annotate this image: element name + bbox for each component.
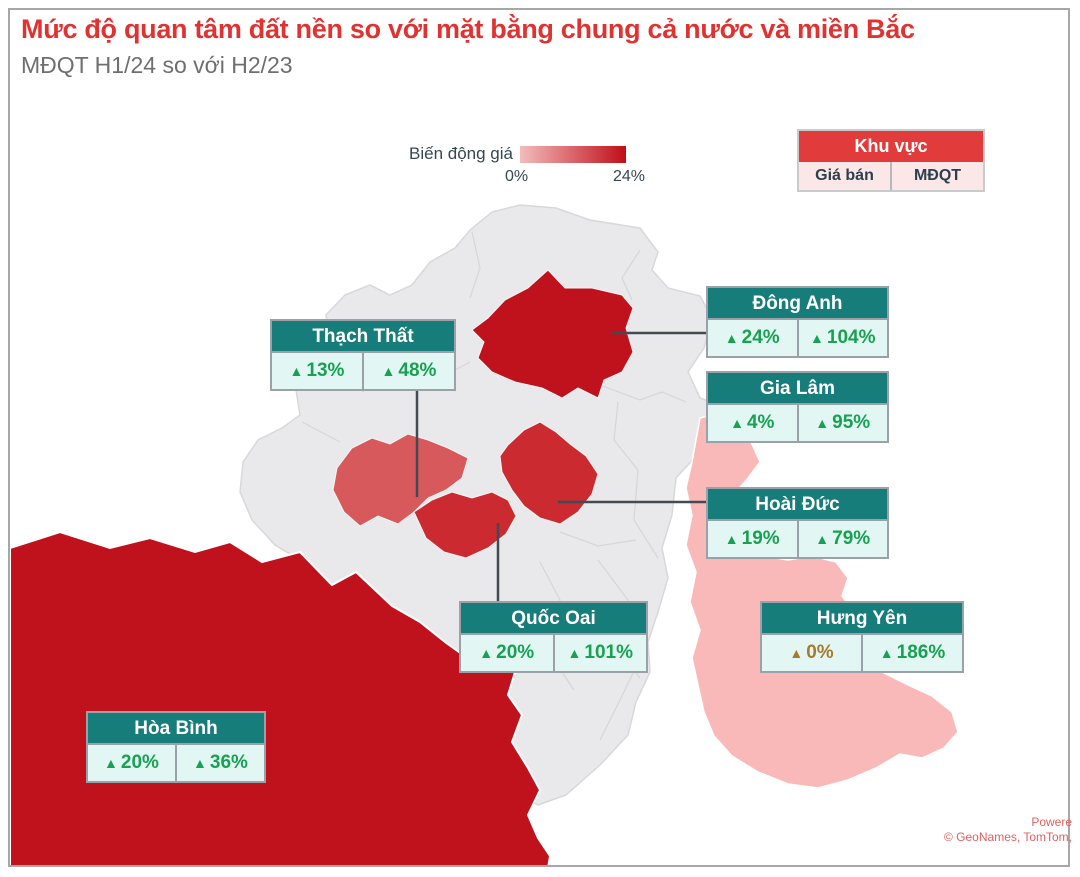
up-arrow-icon: ▲ (815, 531, 830, 547)
price-legend-max: 24% (612, 168, 645, 185)
mdqt-value: 104% (826, 327, 876, 348)
mdqt-cell: ▲ 104% (796, 320, 888, 356)
mdqt-cell: ▲ 36% (175, 745, 264, 781)
up-arrow-icon: ▲ (724, 531, 739, 547)
callout-region-name: Hoài Đức (708, 489, 887, 521)
mdqt-cell: ▲ 79% (796, 521, 888, 557)
gia-ban-cell: ▲ 13% (272, 353, 362, 389)
price-gradient-bar (520, 146, 626, 163)
gia-ban-value: 20% (496, 642, 535, 663)
mdqt-value: 186% (896, 642, 946, 663)
mdqt-value: 101% (584, 642, 633, 663)
mdqt-cell: ▲ 95% (796, 405, 888, 441)
callout-gia-lam: Gia Lâm ▲ 4% ▲ 95% (706, 371, 889, 443)
price-legend-min: 0% (505, 168, 529, 185)
gia-ban-cell: ▲ 19% (708, 521, 797, 557)
up-arrow-icon: ▲ (104, 755, 118, 771)
callout-region-name: Hưng Yên (762, 603, 962, 635)
up-arrow-icon: ▲ (810, 330, 824, 346)
map-region-dong-anh[interactable] (471, 269, 634, 399)
region-legend-col-mdqt: MĐQT (890, 162, 983, 190)
callout-quoc-oai: Quốc Oai ▲ 20% ▲ 101% (459, 601, 648, 673)
up-arrow-icon: ▲ (789, 645, 804, 661)
gia-ban-cell: ▲ 0% (762, 635, 861, 671)
region-legend-col-gia-ban: Giá bán (815, 167, 874, 184)
gia-ban-value: 4% (746, 412, 775, 433)
callout-hoa-binh: Hòa Bình ▲ 20% ▲ 36% (86, 711, 266, 783)
up-arrow-icon: ▲ (815, 415, 830, 431)
mdqt-cell: ▲ 48% (362, 353, 454, 389)
callout-region-name: Gia Lâm (708, 373, 887, 405)
callout-hung-yen: Hưng Yên ▲ 0% ▲ 186% (760, 601, 964, 673)
callout-region-name: Quốc Oai (461, 603, 646, 635)
price-legend-label: Biến động giá (409, 144, 513, 163)
map-region-thach-that[interactable] (332, 433, 469, 527)
callout-region-name: Hòa Bình (88, 713, 264, 745)
gia-ban-cell: ▲ 24% (708, 320, 797, 356)
gia-ban-cell: ▲ 20% (461, 635, 553, 671)
map-region-quoc-oai[interactable] (413, 491, 517, 559)
callout-hoai-duc: Hoài Đức ▲ 19% ▲ 79% (706, 487, 889, 559)
region-legend: Khu vực Giá bán MĐQT (797, 129, 985, 192)
gia-ban-cell: ▲ 4% (708, 405, 797, 441)
gia-ban-value: 24% (741, 327, 780, 348)
up-arrow-icon: ▲ (381, 363, 396, 379)
mdqt-cell: ▲ 186% (861, 635, 962, 671)
up-arrow-icon: ▲ (879, 645, 894, 661)
gia-ban-value: 0% (806, 642, 834, 663)
up-arrow-icon: ▲ (567, 645, 582, 661)
region-legend-title: Khu vực (799, 131, 983, 162)
mdqt-value: 95% (832, 412, 871, 433)
up-arrow-icon: ▲ (289, 363, 304, 379)
mdqt-value: 48% (398, 360, 437, 381)
up-arrow-icon: ▲ (730, 415, 744, 431)
mdqt-cell: ▲ 101% (552, 635, 647, 671)
callout-dong-anh: Đông Anh ▲ 24% ▲ 104% (706, 286, 889, 358)
gia-ban-value: 19% (741, 528, 780, 549)
mdqt-value: 36% (209, 752, 248, 773)
attribution-line1: Powere (1031, 815, 1072, 829)
up-arrow-icon: ▲ (479, 645, 494, 661)
up-arrow-icon: ▲ (724, 330, 739, 346)
gia-ban-cell: ▲ 20% (88, 745, 175, 781)
map-region-hung-yen[interactable] (685, 411, 959, 789)
callout-thach-that: Thạch Thất ▲ 13% ▲ 48% (270, 319, 456, 391)
page-subtitle: MĐQT H1/24 so với H2/23 (21, 52, 293, 78)
page-title: Mức độ quan tâm đất nền so với mặt bằng … (21, 14, 915, 44)
gia-ban-value: 13% (306, 360, 345, 381)
callout-region-name: Thạch Thất (272, 321, 454, 353)
mdqt-value: 79% (832, 528, 871, 549)
map-attribution: Powere © GeoNames, TomTom, (944, 815, 1072, 845)
gia-ban-value: 20% (120, 752, 159, 773)
callout-region-name: Đông Anh (708, 288, 887, 320)
up-arrow-icon: ▲ (193, 755, 207, 771)
attribution-line2: © GeoNames, TomTom, (944, 830, 1072, 844)
